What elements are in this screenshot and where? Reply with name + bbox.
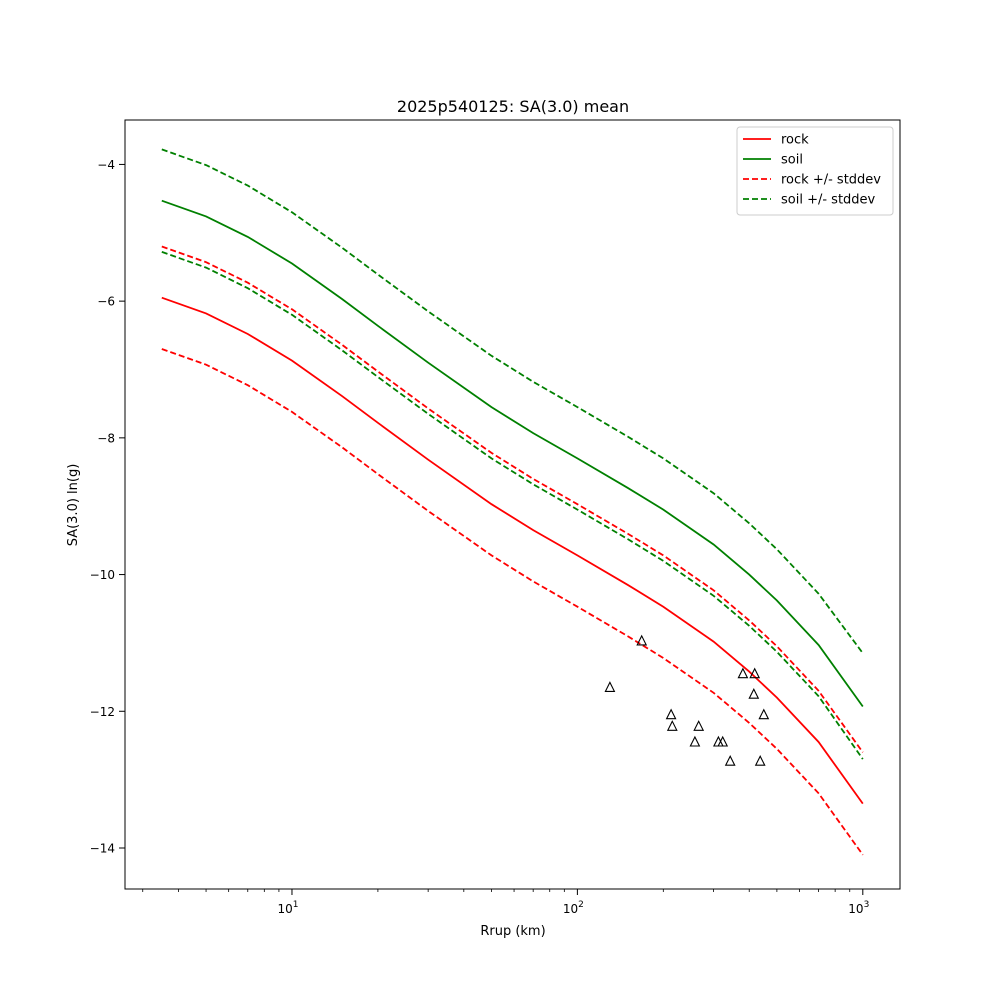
- x-axis-label: Rrup (km): [480, 924, 545, 939]
- series-line-3: [161, 348, 864, 856]
- y-tick-label-4: −12: [90, 705, 115, 719]
- legend-label-0: rock: [781, 133, 809, 148]
- y-axis: −4 −6 −8 −10 −12 −14: [90, 158, 125, 855]
- y-tick-label-5: −14: [90, 841, 115, 855]
- observation-point-10: [748, 687, 760, 699]
- y-tick-label-0: −4: [97, 158, 115, 172]
- chart-title: 2025p540125: SA(3.0) mean: [397, 97, 629, 116]
- observation-point-4: [689, 735, 701, 747]
- observation-point-12: [754, 754, 766, 766]
- observation-point-2: [665, 708, 677, 720]
- x-axis: 101 102 103: [142, 889, 869, 916]
- legend-label-2: rock +/- stddev: [781, 173, 881, 188]
- legend-label-1: soil: [781, 153, 803, 168]
- series-line-4: [161, 148, 864, 654]
- plot-frame: [124, 119, 901, 890]
- observation-point-7: [717, 735, 729, 747]
- y-tick-label-3: −10: [90, 568, 115, 582]
- legend: rock soil rock +/- stddev soil +/- stddev: [736, 126, 894, 216]
- series-line-0: [161, 296, 864, 805]
- x-tick-label-2: 103: [848, 900, 869, 916]
- observation-point-11: [749, 667, 761, 679]
- observation-point-9: [737, 667, 749, 679]
- observation-point-13: [758, 708, 770, 720]
- legend-label-3: soil +/- stddev: [781, 193, 876, 208]
- series-line-2: [161, 245, 864, 753]
- y-tick-label-1: −6: [97, 295, 115, 309]
- series-layer: [161, 148, 864, 856]
- series-line-5: [161, 251, 864, 760]
- observation-point-1: [636, 634, 648, 646]
- series-line-1: [161, 199, 864, 708]
- observation-point-0: [604, 681, 616, 692]
- observation-point-5: [693, 720, 705, 731]
- x-tick-label-1: 102: [563, 900, 584, 916]
- observations-layer: [604, 634, 770, 766]
- observation-point-3: [666, 720, 678, 731]
- y-tick-label-2: −8: [97, 431, 115, 445]
- y-axis-label: SA(3.0) ln(g): [66, 464, 81, 547]
- legend-box: [736, 126, 894, 216]
- observation-point-8: [724, 754, 736, 766]
- x-tick-label-0: 101: [277, 900, 298, 916]
